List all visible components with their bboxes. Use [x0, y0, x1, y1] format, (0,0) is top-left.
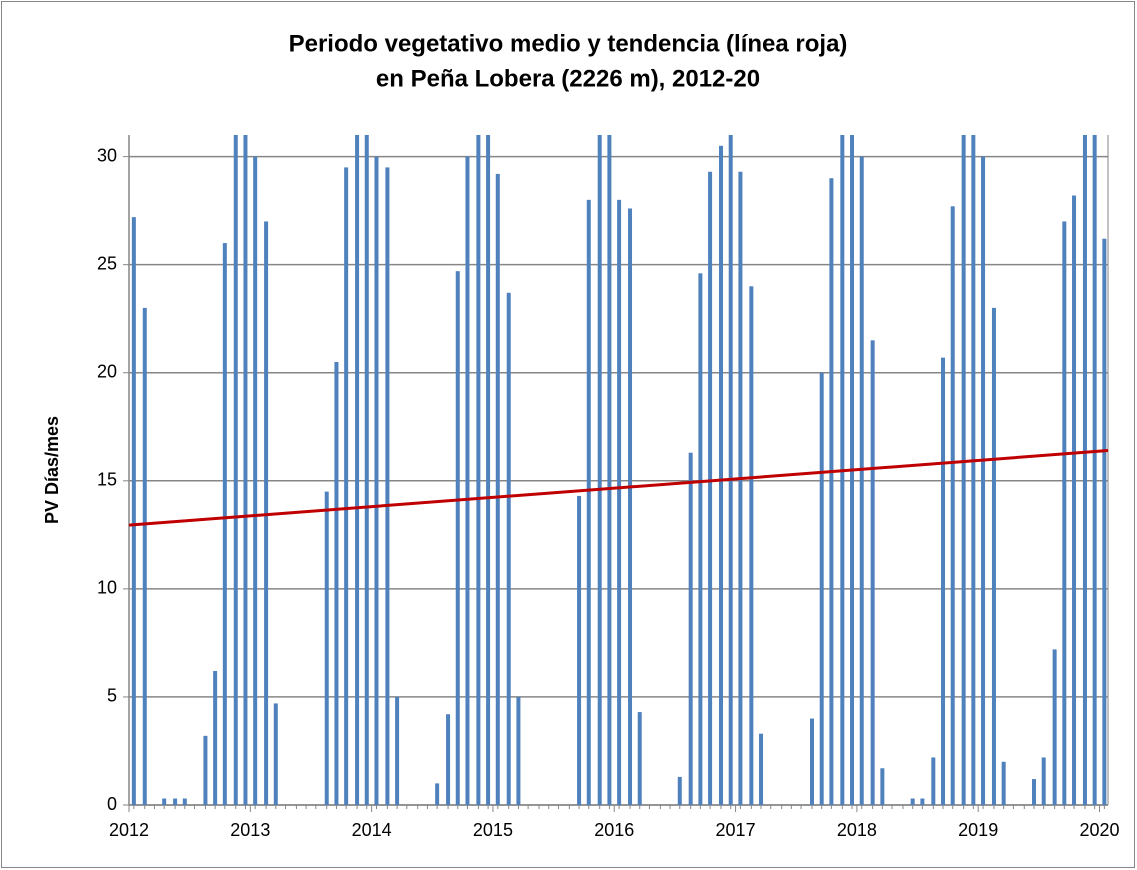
x-tick-label: 2013: [230, 820, 270, 840]
bar: [1072, 195, 1077, 806]
bar: [273, 703, 278, 805]
x-tick-label: 2018: [837, 820, 877, 840]
bar: [728, 135, 733, 805]
bar: [688, 452, 693, 805]
bar: [829, 178, 834, 805]
chart-title: en Peña Lobera (2226 m), 2012-20: [376, 65, 760, 92]
bar: [203, 735, 208, 805]
bar: [991, 307, 996, 805]
bar: [385, 167, 390, 805]
y-tick-label: 5: [107, 686, 117, 706]
bar: [233, 135, 238, 805]
y-tick-label: 15: [97, 470, 117, 490]
bar: [253, 156, 258, 805]
bar: [334, 361, 339, 805]
bar: [324, 491, 329, 805]
x-tick-label: 2019: [958, 820, 998, 840]
bar: [465, 156, 470, 805]
bar: [1031, 779, 1036, 805]
bar: [910, 798, 915, 805]
bar: [586, 199, 591, 805]
bar: [486, 135, 491, 805]
y-tick-label: 25: [97, 253, 117, 273]
y-tick-label: 30: [97, 145, 117, 165]
bar: [880, 768, 885, 805]
bar: [617, 199, 622, 805]
bar: [577, 495, 582, 805]
bar: [1082, 135, 1087, 805]
y-tick-label: 0: [107, 794, 117, 814]
bar: [1062, 221, 1067, 806]
bar: [1001, 761, 1006, 805]
bar: [981, 156, 986, 805]
bar: [941, 357, 946, 805]
chart-title: Periodo vegetativo medio y tendencia (lí…: [289, 30, 848, 57]
bar: [516, 696, 521, 805]
bar: [607, 135, 612, 805]
bar: [222, 243, 227, 805]
bar: [142, 307, 147, 805]
bar: [495, 173, 500, 806]
bar: [1052, 649, 1057, 805]
y-tick-label: 10: [97, 578, 117, 598]
bar: [961, 135, 966, 805]
bar: [131, 217, 136, 805]
bar: [870, 340, 875, 805]
bar: [628, 208, 633, 805]
bar: [446, 714, 451, 805]
bar: [759, 733, 764, 805]
bar: [971, 135, 976, 805]
bar: [931, 757, 936, 805]
x-tick-label: 2014: [352, 820, 392, 840]
bar: [859, 156, 864, 805]
bar: [950, 206, 955, 806]
bar: [738, 171, 743, 805]
x-tick-label: 2020: [1079, 820, 1119, 840]
bar: [708, 171, 713, 805]
bar: [637, 712, 642, 805]
bar: [364, 135, 369, 805]
bar: [698, 273, 703, 805]
bar: [677, 776, 682, 805]
x-tick-label: 2017: [716, 820, 756, 840]
trend-line: [128, 449, 1109, 527]
x-tick-label: 2012: [109, 820, 149, 840]
bar: [162, 798, 167, 805]
bar: [819, 372, 824, 805]
bar: [374, 156, 379, 805]
bar: [920, 798, 925, 805]
bar: [435, 783, 440, 805]
bar: [719, 145, 724, 805]
bar: [749, 286, 754, 806]
bar: [597, 135, 602, 805]
y-tick-label: 20: [97, 361, 117, 381]
y-axis-label: PV Días/mes: [42, 416, 62, 524]
bar: [344, 167, 349, 805]
bar: [1092, 135, 1097, 805]
bar: [1102, 238, 1107, 805]
x-tick-label: 2016: [594, 820, 634, 840]
bar: [506, 292, 511, 806]
bar: [476, 135, 481, 805]
bar: [173, 798, 178, 805]
bar: [243, 135, 248, 805]
x-tick-label: 2015: [473, 820, 513, 840]
bar: [355, 135, 360, 805]
bar: [213, 671, 218, 805]
bar: [1041, 757, 1046, 805]
bar: [809, 718, 814, 805]
bar: [395, 696, 400, 805]
bar: [182, 798, 187, 805]
bar: [455, 271, 460, 806]
